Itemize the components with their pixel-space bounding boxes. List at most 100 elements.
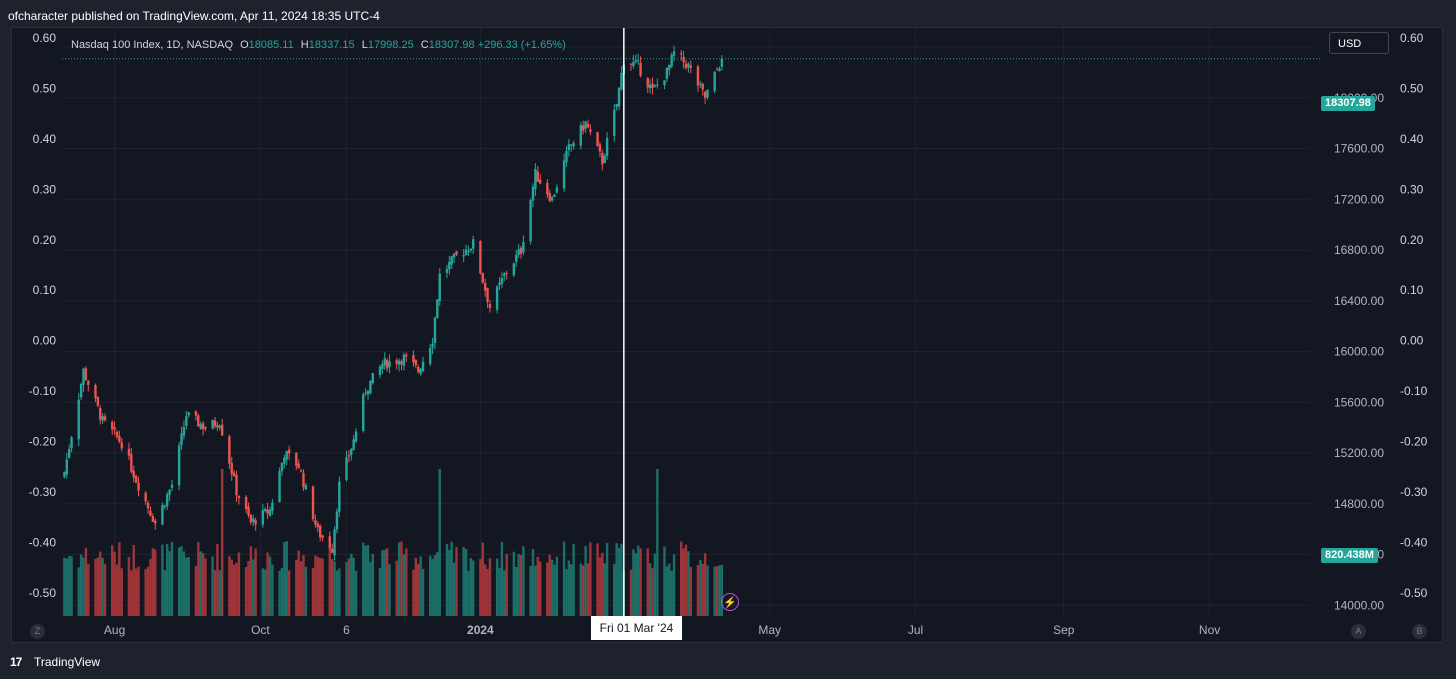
volume-bar xyxy=(99,551,102,616)
candle-body xyxy=(601,152,604,165)
candle-body xyxy=(151,515,155,522)
candle-body xyxy=(182,427,186,436)
auto-scale-button[interactable]: A xyxy=(1351,624,1366,639)
volume-bar xyxy=(629,569,633,616)
candle-body xyxy=(261,510,265,525)
zoom-button[interactable]: Z xyxy=(30,624,45,639)
candle-body xyxy=(646,78,649,88)
volume-bar xyxy=(550,559,554,616)
volume-bar xyxy=(395,560,398,616)
volume-bar xyxy=(469,558,473,616)
percent-tick-label: 0.40 xyxy=(1400,132,1424,146)
volume-bar xyxy=(455,547,458,616)
volume-bar xyxy=(598,557,602,616)
candle-body xyxy=(99,407,102,420)
volume-bar xyxy=(613,564,616,616)
volume-bar xyxy=(505,553,508,616)
percent-tick-label: -0.20 xyxy=(1400,435,1428,449)
candle-body xyxy=(419,369,422,374)
volume-bar xyxy=(165,543,169,616)
candle-body xyxy=(101,416,104,421)
candle-body xyxy=(216,425,219,428)
volume-bar xyxy=(194,565,198,616)
candle-body xyxy=(94,385,97,398)
candle-body xyxy=(146,502,150,509)
candle-body xyxy=(130,454,133,472)
candle-body xyxy=(402,354,406,366)
candle-body xyxy=(218,425,221,428)
volume-bar xyxy=(397,542,401,616)
volume-bar xyxy=(696,565,700,616)
volume-bar xyxy=(414,557,418,616)
volume-bar xyxy=(87,563,90,616)
candle-body xyxy=(656,84,659,86)
volume-bar xyxy=(316,557,320,616)
candle-body xyxy=(715,69,719,71)
candle-body xyxy=(718,68,721,72)
volume-bar xyxy=(706,565,709,616)
volume-bar xyxy=(684,544,688,616)
volume-bar xyxy=(177,547,181,616)
tradingview-logo-icon[interactable]: 17 xyxy=(10,655,22,669)
lightning-icon[interactable]: ⚡ xyxy=(721,593,739,611)
candle-body xyxy=(584,121,587,129)
volume-bar xyxy=(261,568,265,616)
open-label: O xyxy=(240,39,249,51)
time-tick-label: Sep xyxy=(1053,623,1075,637)
volume-bar xyxy=(364,545,367,616)
time-tick-label: Nov xyxy=(1199,623,1220,637)
chart-pane[interactable]: 0.60 0.50 0.40 0.30 0.20 0.10 0.00 -0.10 -0.20 -0… xyxy=(11,27,1443,643)
candle-body xyxy=(244,497,248,509)
candle-body xyxy=(553,194,556,197)
price-axis[interactable]: 18400.0018000.0017600.0017200.0016800.00… xyxy=(1334,40,1384,612)
candle-body xyxy=(228,436,231,464)
candle-body xyxy=(536,171,539,182)
currency-button[interactable]: USD xyxy=(1329,32,1389,54)
volume-bar xyxy=(579,563,583,616)
volume-bar xyxy=(154,549,157,616)
candle-body xyxy=(213,420,217,427)
volume-bar xyxy=(252,559,255,616)
candle-body xyxy=(529,200,532,242)
candle-body xyxy=(589,129,592,132)
percent-axis-right[interactable]: 0.60 0.50 0.40 0.30 0.20 0.10 0.00 -0.10 -0.20 -0… xyxy=(1400,31,1428,600)
candle-body xyxy=(237,496,241,499)
volume-bar xyxy=(687,551,690,616)
volume-bar xyxy=(266,552,269,616)
volume-bar xyxy=(400,541,403,616)
volume-bar xyxy=(500,541,504,616)
brand-name[interactable]: TradingView xyxy=(34,655,101,669)
percent-tick-label: 0.40 xyxy=(33,132,57,146)
price-tick-label: 14000.00 xyxy=(1334,598,1384,612)
volume-bar xyxy=(565,569,568,616)
crosshair-date-label: Fri 01 Mar '24 xyxy=(591,616,682,640)
volume-bar xyxy=(204,558,207,616)
volume-bar xyxy=(601,552,604,616)
candle-body xyxy=(137,482,140,491)
open-value: 18085.11 xyxy=(248,39,294,51)
candle-body xyxy=(302,472,305,488)
candle-body xyxy=(254,520,257,525)
log-scale-button[interactable]: B xyxy=(1412,624,1427,639)
symbol-title[interactable]: Nasdaq 100 Index, 1D, NASDAQ xyxy=(71,39,234,51)
volume-bar xyxy=(572,543,575,616)
volume-bar xyxy=(168,551,171,616)
volume-bar xyxy=(589,542,592,616)
volume-bar xyxy=(70,556,73,616)
candle-body xyxy=(278,471,281,502)
volume-bar xyxy=(264,569,267,616)
volume-bar xyxy=(383,549,386,616)
volume-bar xyxy=(433,555,437,616)
time-axis[interactable]: Aug Oct 6 2024 May Jul Sep Nov xyxy=(104,623,1220,637)
candle-body xyxy=(720,58,724,67)
footer: 17 TradingView xyxy=(0,645,1456,679)
volume-bar xyxy=(285,541,288,616)
candle-body xyxy=(364,392,367,394)
percent-tick-label: 0.30 xyxy=(1400,182,1424,196)
percent-axis-left[interactable]: 0.60 0.50 0.40 0.30 0.20 0.10 0.00 -0.10 -0.20 -0… xyxy=(29,31,57,600)
volume-bar xyxy=(450,541,453,616)
chart-canvas[interactable]: 0.60 0.50 0.40 0.30 0.20 0.10 0.00 -0.10 -0.20 -0… xyxy=(12,28,1443,643)
time-tick-label: Aug xyxy=(104,623,125,637)
percent-tick-label: 0.50 xyxy=(33,82,57,96)
candle-body xyxy=(469,248,473,251)
